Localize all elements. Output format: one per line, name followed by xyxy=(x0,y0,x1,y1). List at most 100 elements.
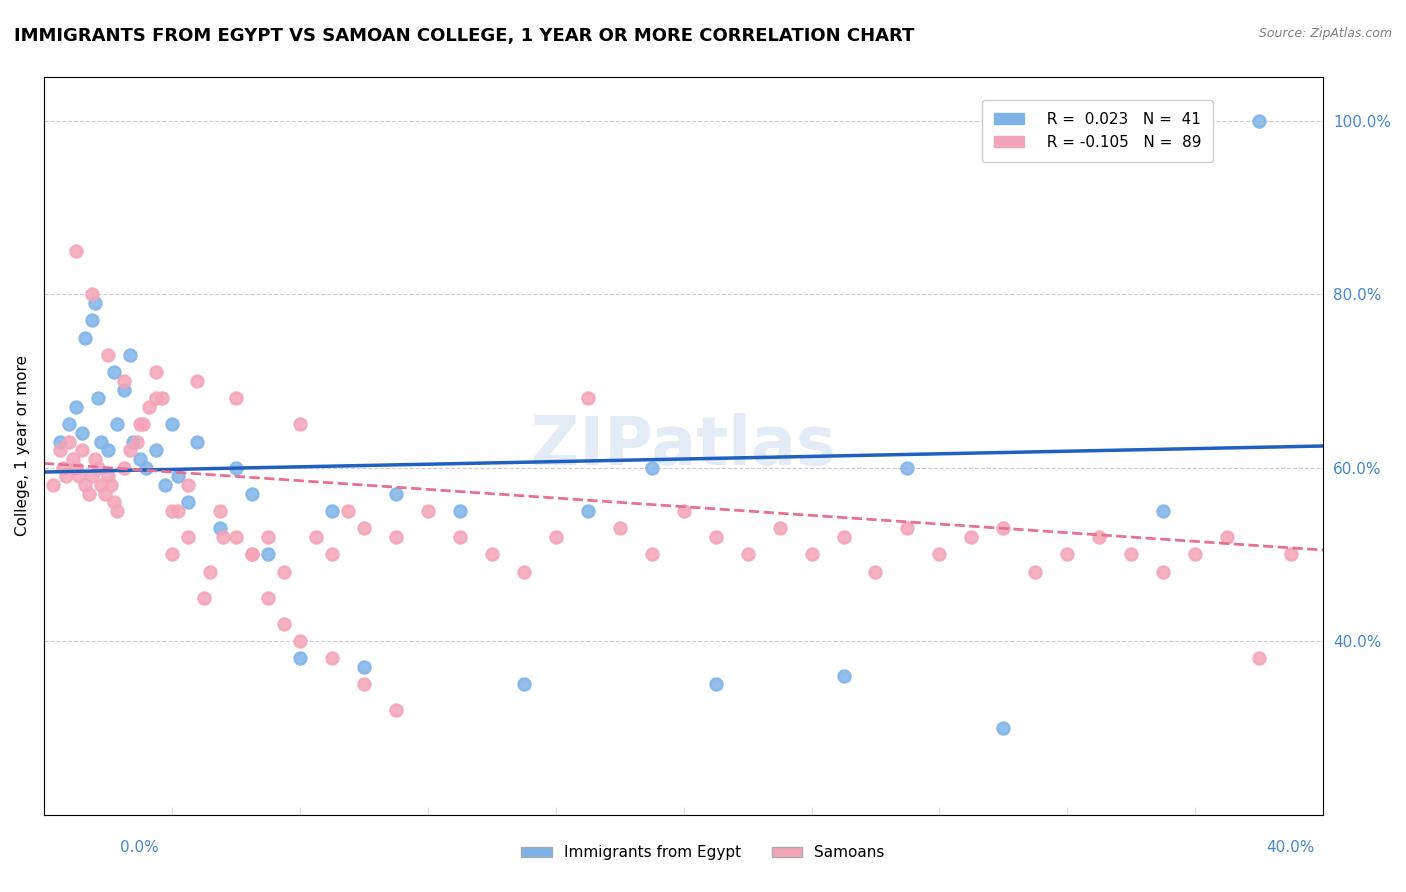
Text: Source: ZipAtlas.com: Source: ZipAtlas.com xyxy=(1258,27,1392,40)
Point xyxy=(67,469,90,483)
Point xyxy=(576,504,599,518)
Point xyxy=(240,486,263,500)
Point xyxy=(1279,548,1302,562)
Point xyxy=(800,548,823,562)
Point xyxy=(896,521,918,535)
Point xyxy=(305,530,328,544)
Point xyxy=(384,486,406,500)
Point xyxy=(84,452,107,467)
Point xyxy=(145,443,167,458)
Point xyxy=(80,287,103,301)
Point xyxy=(128,417,150,432)
Point xyxy=(1056,548,1078,562)
Point xyxy=(177,495,200,509)
Point xyxy=(416,504,439,518)
Point xyxy=(200,565,222,579)
Point xyxy=(768,521,790,535)
Point xyxy=(62,452,84,467)
Point xyxy=(145,365,167,379)
Point xyxy=(167,469,190,483)
Point xyxy=(896,460,918,475)
Point xyxy=(87,460,110,475)
Point xyxy=(186,434,208,449)
Point xyxy=(160,504,183,518)
Point xyxy=(640,460,662,475)
Point xyxy=(481,548,503,562)
Point xyxy=(65,244,87,258)
Point xyxy=(112,460,135,475)
Point xyxy=(240,548,263,562)
Point xyxy=(336,504,359,518)
Point xyxy=(155,478,177,492)
Point xyxy=(125,434,148,449)
Point xyxy=(1121,548,1143,562)
Point xyxy=(65,460,87,475)
Point xyxy=(256,548,278,562)
Point xyxy=(80,469,103,483)
Point xyxy=(128,452,150,467)
Point xyxy=(512,677,534,691)
Legend: Immigrants from Egypt, Samoans: Immigrants from Egypt, Samoans xyxy=(515,839,891,866)
Point xyxy=(90,434,112,449)
Text: ZIPatlas: ZIPatlas xyxy=(531,413,837,479)
Point xyxy=(80,313,103,327)
Point xyxy=(103,365,125,379)
Point xyxy=(75,330,97,344)
Point xyxy=(353,521,375,535)
Text: 0.0%: 0.0% xyxy=(120,840,159,855)
Point xyxy=(212,530,235,544)
Y-axis label: College, 1 year or more: College, 1 year or more xyxy=(15,356,30,536)
Point xyxy=(72,443,94,458)
Point xyxy=(240,548,263,562)
Point xyxy=(353,677,375,691)
Point xyxy=(58,417,80,432)
Point xyxy=(993,721,1015,735)
Point xyxy=(321,548,343,562)
Point xyxy=(544,530,567,544)
Point xyxy=(321,504,343,518)
Point xyxy=(112,383,135,397)
Point xyxy=(145,392,167,406)
Point xyxy=(321,651,343,665)
Point xyxy=(1024,565,1046,579)
Legend:   R =  0.023   N =  41,   R = -0.105   N =  89: R = 0.023 N = 41, R = -0.105 N = 89 xyxy=(981,100,1213,162)
Point xyxy=(256,591,278,605)
Point xyxy=(193,591,215,605)
Point xyxy=(120,443,142,458)
Point xyxy=(97,443,120,458)
Point xyxy=(107,504,129,518)
Point xyxy=(512,565,534,579)
Point xyxy=(384,530,406,544)
Point xyxy=(177,478,200,492)
Point xyxy=(273,565,295,579)
Text: IMMIGRANTS FROM EGYPT VS SAMOAN COLLEGE, 1 YEAR OR MORE CORRELATION CHART: IMMIGRANTS FROM EGYPT VS SAMOAN COLLEGE,… xyxy=(14,27,914,45)
Point xyxy=(167,504,190,518)
Point xyxy=(960,530,983,544)
Point xyxy=(384,704,406,718)
Point xyxy=(42,478,65,492)
Point xyxy=(449,504,471,518)
Point xyxy=(449,530,471,544)
Point xyxy=(49,443,72,458)
Point xyxy=(609,521,631,535)
Point xyxy=(1184,548,1206,562)
Point xyxy=(1152,565,1174,579)
Point xyxy=(928,548,950,562)
Point xyxy=(208,504,231,518)
Point xyxy=(77,486,100,500)
Point xyxy=(65,400,87,414)
Point xyxy=(225,530,247,544)
Point xyxy=(208,521,231,535)
Point xyxy=(93,486,115,500)
Point xyxy=(256,530,278,544)
Point xyxy=(150,392,173,406)
Text: 40.0%: 40.0% xyxy=(1267,840,1315,855)
Point xyxy=(993,521,1015,535)
Point xyxy=(1152,504,1174,518)
Point xyxy=(832,530,855,544)
Point xyxy=(288,651,311,665)
Point xyxy=(177,530,200,544)
Point xyxy=(100,478,122,492)
Point xyxy=(353,660,375,674)
Point xyxy=(225,460,247,475)
